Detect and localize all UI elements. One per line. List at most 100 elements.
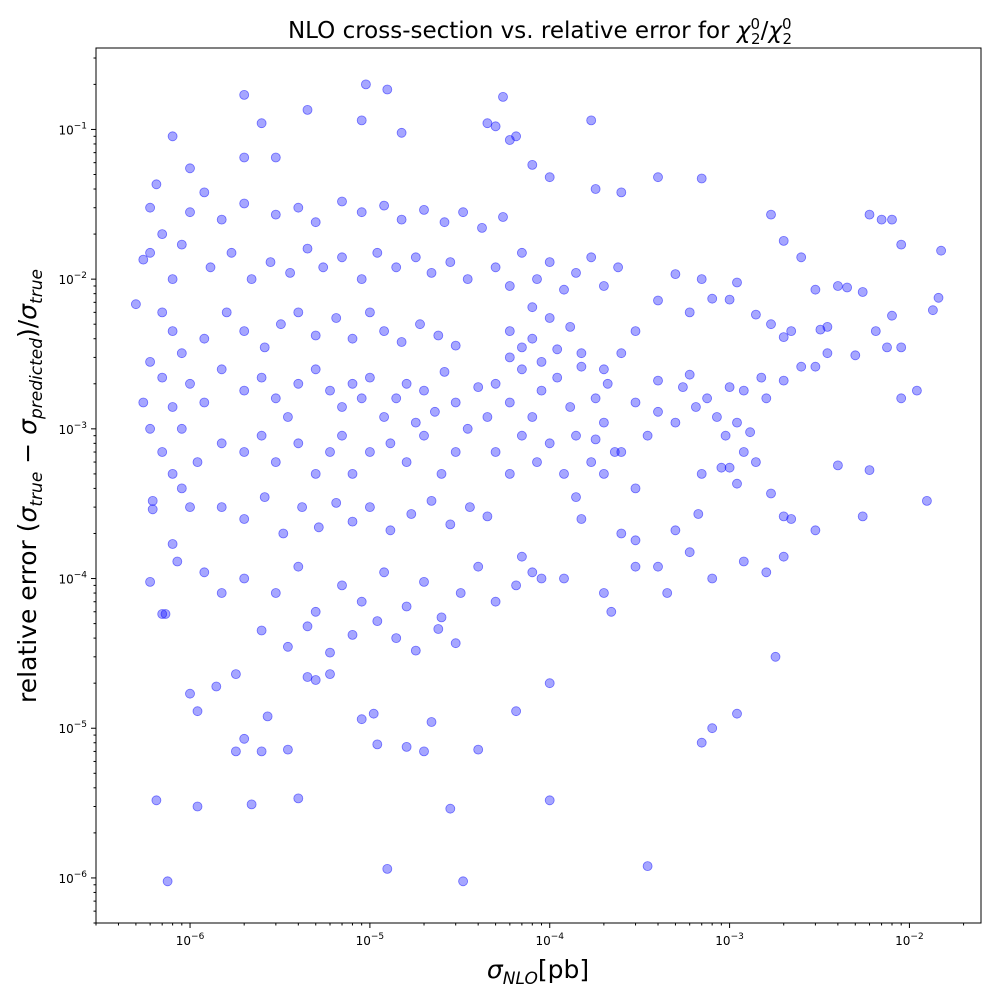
data-point [559, 468, 569, 479]
data-point [157, 447, 168, 457]
data-point [511, 706, 521, 717]
data-point [670, 417, 681, 428]
data-point [230, 669, 241, 679]
data-point [259, 342, 270, 353]
data-point [490, 262, 501, 273]
data-point [445, 257, 456, 268]
data-point [724, 382, 735, 393]
data-point [544, 438, 555, 449]
data-point [167, 539, 178, 549]
data-point [599, 588, 609, 598]
data-point [606, 606, 617, 617]
data-point [297, 502, 308, 513]
y-axis-label-minus: − [13, 435, 42, 472]
data-point [684, 307, 695, 318]
data-point [761, 393, 772, 404]
data-point [270, 152, 281, 163]
data-point [842, 282, 852, 293]
data-point [401, 601, 412, 612]
data-point [766, 209, 776, 220]
data-point [356, 274, 367, 285]
data-point [599, 364, 609, 375]
data-point [270, 393, 281, 404]
data-point [439, 217, 450, 228]
data-point [716, 462, 727, 473]
data-point [473, 744, 484, 755]
data-point [256, 430, 267, 441]
data-point [702, 393, 712, 404]
data-point [239, 447, 250, 457]
data-point [364, 307, 375, 318]
data-point [216, 502, 227, 513]
data-point [473, 561, 484, 572]
y-tick-label: 10−3 [58, 421, 87, 437]
data-point [517, 364, 527, 375]
data-point [356, 714, 367, 725]
data-point [285, 267, 296, 278]
data-point [599, 468, 609, 479]
data-point [379, 567, 390, 578]
chart-title-chi-2: χ [766, 18, 783, 44]
x-tick-label: 10−3 [715, 932, 744, 948]
data-point [310, 675, 321, 685]
data-point [822, 321, 833, 332]
data-point [391, 633, 402, 643]
data-point [684, 547, 695, 558]
x-tick-label: 10−6 [176, 932, 205, 948]
data-point [770, 651, 781, 662]
data-point [586, 115, 597, 126]
data-point [511, 580, 521, 591]
y-axis-label-close: )/ [13, 319, 42, 338]
data-point [239, 90, 250, 100]
data-point [356, 393, 367, 404]
data-point [429, 406, 440, 417]
data-point [282, 641, 293, 652]
data-point [356, 596, 367, 607]
data-point [239, 152, 250, 163]
data-point [270, 209, 281, 220]
data-point [347, 516, 358, 527]
data-point [738, 556, 749, 567]
data-point [616, 528, 627, 539]
data-point [724, 462, 735, 473]
data-point [382, 84, 393, 95]
data-point [477, 222, 487, 233]
data-point [145, 202, 156, 213]
chart-title-text: NLO cross-section vs. relative error for [288, 18, 737, 44]
data-point [450, 340, 461, 351]
data-point [571, 267, 581, 278]
data-point [151, 795, 162, 806]
data-point [602, 378, 613, 389]
data-point [216, 364, 227, 375]
data-point [490, 121, 501, 132]
data-point [857, 511, 868, 522]
data-point [293, 202, 304, 213]
data-point [778, 235, 789, 246]
data-point [262, 711, 273, 722]
data-point [810, 361, 821, 372]
data-point [167, 131, 178, 142]
data-point [670, 525, 681, 536]
data-point [356, 207, 367, 218]
data-point [517, 551, 527, 562]
data-point [347, 333, 358, 344]
data-point [419, 385, 429, 396]
data-point [364, 372, 375, 383]
data-point [498, 212, 508, 222]
chart-title-chi-2-sup: 0 [782, 15, 792, 33]
data-point [439, 366, 450, 377]
data-point [707, 293, 718, 304]
data-point [130, 299, 141, 310]
data-point [876, 214, 887, 225]
data-point [490, 596, 501, 607]
data-point [318, 262, 329, 273]
data-point [391, 262, 402, 273]
data-point [833, 281, 843, 291]
data-point [517, 430, 527, 441]
data-point [810, 525, 821, 536]
data-point [473, 382, 484, 393]
data-point [565, 402, 576, 412]
data-point [313, 522, 324, 533]
data-point [616, 187, 627, 198]
data-point [401, 457, 412, 468]
